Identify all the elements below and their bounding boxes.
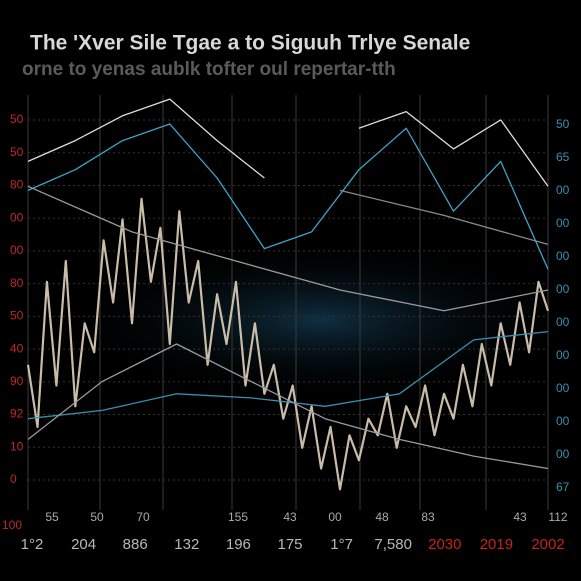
series-line [27,185,549,312]
y2-tick-label: 65 [556,150,570,164]
y-tick-label: 0 [10,472,17,486]
x-tick-label: 1°7 [330,536,353,553]
chart-title: The 'Xver Sile Tgae a to Siguuh Trlye Se… [30,32,470,55]
x-tick-label: 70 [136,510,150,524]
y-tick-label: 90 [10,374,24,388]
series-line [339,189,549,246]
y-tick-label: 50 [10,112,24,126]
y-tick-label: 10 [10,439,24,453]
x-tick-label: 1°2 [21,536,44,553]
y-tick-label: 92 [10,407,24,421]
series-line [27,98,265,179]
y2-tick-label: 00 [556,249,570,263]
x-tick-label: 196 [226,536,251,553]
x-tick-label: 112 [548,510,567,524]
x-tick-label: 48 [375,510,389,524]
y2-tick-label: 00 [556,183,570,197]
y-tick-label: 40 [10,341,24,355]
y2-tick-label: 00 [556,447,570,461]
y-tick-label: 80 [10,178,24,192]
x-tick-label: 55 [45,510,59,524]
y2-tick-label: 00 [556,216,570,230]
x-tick-label: 175 [277,536,302,553]
x-tick-label: 2030 [428,536,461,553]
x-tick-label: 155 [228,510,248,524]
x-tick-label: 43 [283,510,297,524]
y2-tick-label: 50 [556,117,570,131]
y-tick-label: 00 [10,243,24,257]
corner-label: 100 [2,518,22,532]
y-tick-label: 50 [10,145,24,159]
x-tick-label: 83 [421,510,435,524]
x-tick-label: 50 [90,510,104,524]
series-line [27,343,549,470]
y2-tick-label: 00 [556,414,570,428]
x-tick-label: 00 [328,510,342,524]
chart-subtitle: orne to yenas aublk tofter oul repertar-… [22,59,396,80]
series-line [358,110,549,187]
y2-tick-label: 00 [556,282,570,296]
x-tick-label: 2019 [480,536,513,553]
y-tick-label: 80 [10,276,24,290]
series-line [27,123,549,270]
y2-tick-label: 67 [556,480,570,494]
x-tick-label: 886 [123,536,148,553]
x-tick-label: 2002 [531,536,564,553]
x-tick-label: 7,580 [374,536,412,553]
y2-tick-label: 00 [556,381,570,395]
x-tick-label: 132 [174,536,199,553]
glow [60,240,580,400]
y-tick-label: 50 [10,309,24,323]
x-tick-label: 204 [71,536,96,553]
y-tick-label: 00 [10,210,24,224]
series-line [27,330,549,420]
y2-tick-label: 00 [556,315,570,329]
x-tick-label: 43 [513,510,527,524]
y2-tick-label: 00 [556,348,570,362]
